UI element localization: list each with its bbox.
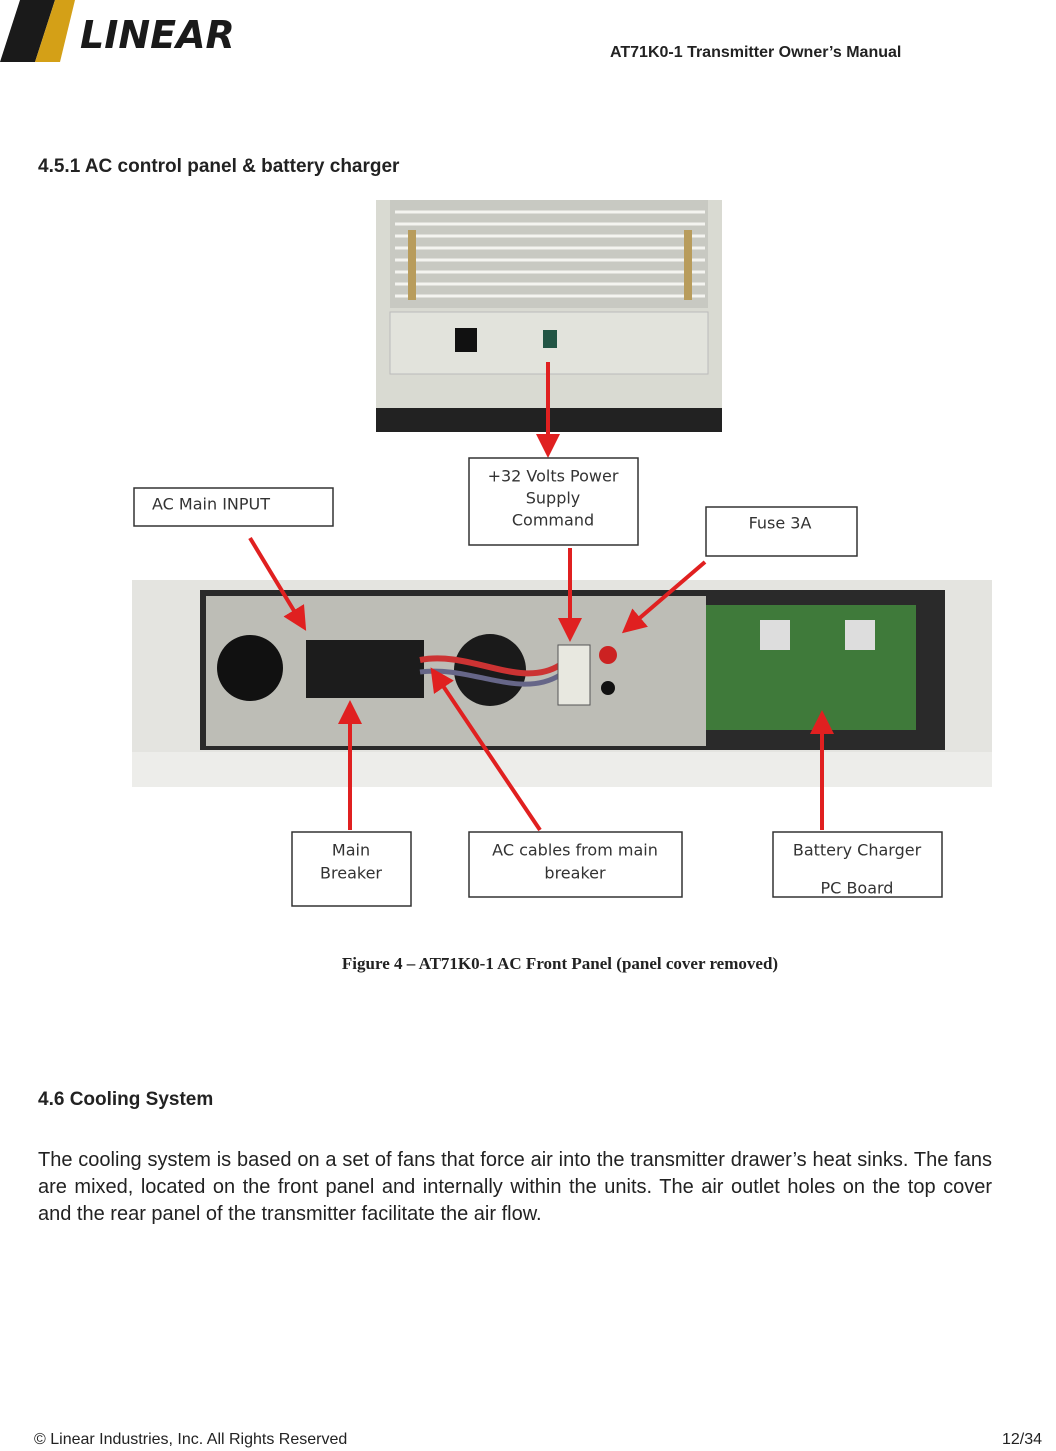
logo: LINEAR	[0, 0, 235, 62]
photo-bottom	[132, 580, 992, 787]
callout-text: Command	[512, 511, 594, 530]
callout-text: Battery Charger	[793, 841, 922, 860]
callout: Fuse 3A	[705, 506, 858, 557]
callout-text: +32 Volts Power	[488, 467, 619, 486]
body-text: The cooling system is based on a set of …	[38, 1149, 992, 1225]
arrows	[248, 362, 834, 832]
callout: AC Main INPUT	[133, 487, 334, 527]
callout-text: Main	[332, 841, 370, 860]
footer-copyright: © Linear Industries, Inc. All Rights Res…	[34, 1431, 348, 1448]
page-number: 12/34	[1001, 1431, 1042, 1448]
callout-text: Breaker	[320, 864, 382, 883]
logo-text: LINEAR	[80, 13, 235, 57]
callout-text: breaker	[544, 864, 606, 883]
callout-text: AC Main INPUT	[152, 495, 270, 514]
figure: LINEAR	[0, 0, 992, 907]
callout: AC cables from main breaker	[468, 831, 683, 898]
callout-text: PC Board	[821, 879, 894, 898]
callout-text: AC cables from main	[492, 841, 658, 860]
header-title: AT71K0-1 Transmitter Owner’s Manual	[610, 44, 902, 61]
figure-caption: Figure 4 – AT71K0-1 AC Front Panel (pane…	[341, 954, 779, 973]
callout: Main Breaker	[291, 831, 412, 907]
photo-top	[376, 200, 722, 432]
footer-rule	[0, 1395, 1056, 1396]
callout: Battery Charger PC Board	[772, 831, 943, 898]
callout-text: Supply	[526, 489, 581, 508]
section-heading: 4.6 Cooling System	[38, 1089, 214, 1110]
section-heading: 4.5.1 AC control panel & battery charger	[38, 156, 400, 177]
callout: +32 Volts Power Supply Command	[468, 457, 639, 546]
callout-text: Fuse 3A	[749, 514, 812, 533]
